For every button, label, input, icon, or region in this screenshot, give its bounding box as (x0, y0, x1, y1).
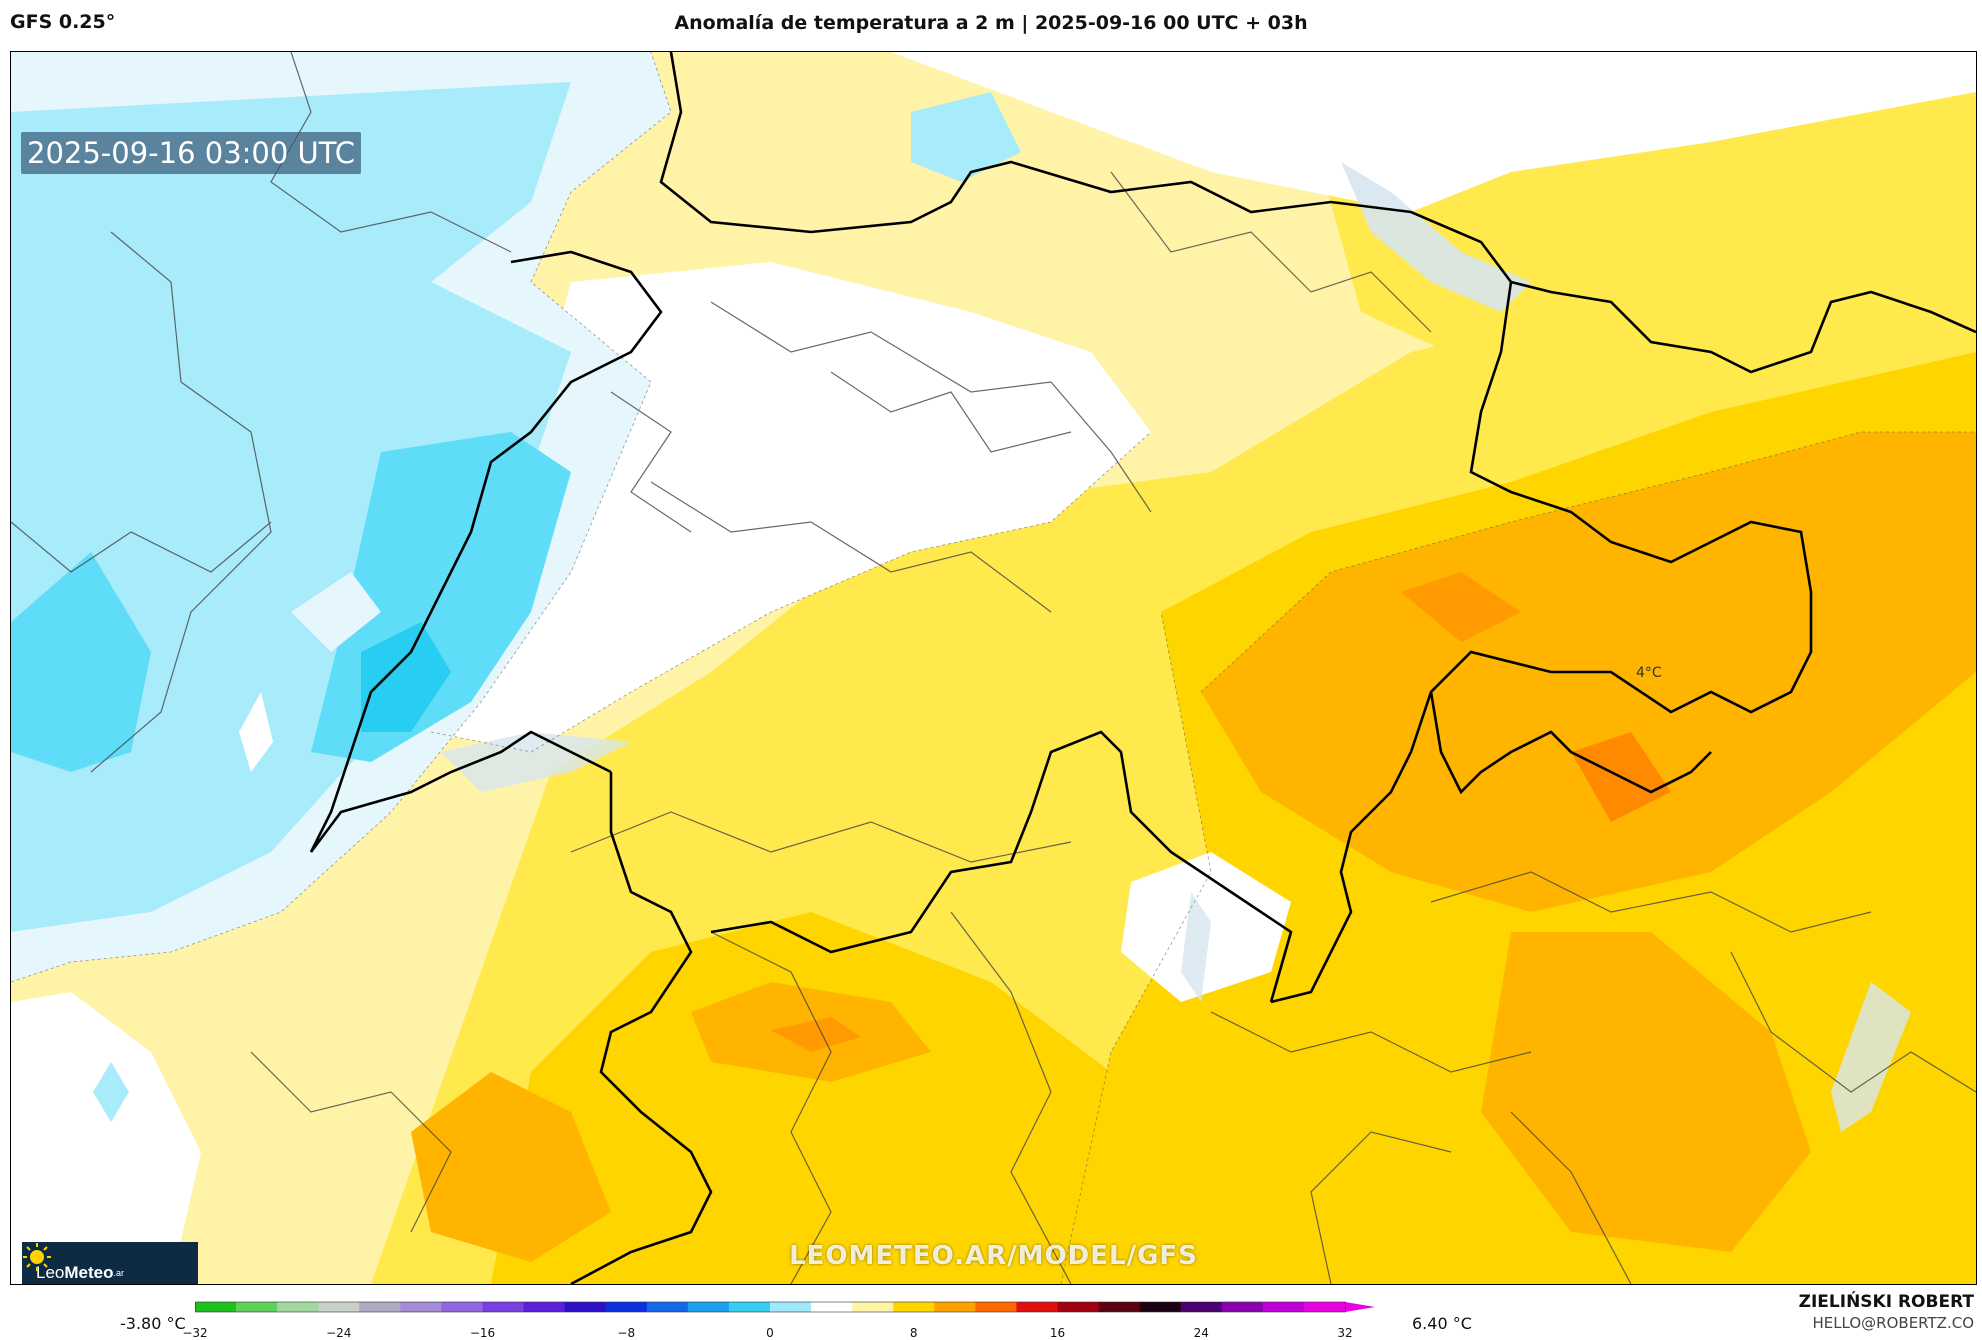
color-scale-tick-label: 32 (1337, 1326, 1353, 1340)
color-scale-segment (1303, 1302, 1346, 1312)
contour-lines (11, 52, 1976, 1284)
color-scale-segment (523, 1302, 566, 1312)
color-scale-segment (195, 1302, 237, 1312)
map-title: Anomalía de temperatura a 2 m | 2025-09-… (674, 12, 1308, 34)
color-scale-tick-label: −16 (469, 1326, 496, 1340)
dark-orange-spot (1401, 572, 1521, 642)
color-scale-tick-label: −8 (617, 1326, 636, 1340)
author-email[interactable]: HELLO@ROBERTZ.CO (1812, 1314, 1974, 1332)
color-scale-segment (277, 1302, 319, 1312)
lake-south (1181, 892, 1211, 1002)
logo-text-bold: Meteo (64, 1262, 114, 1282)
author-name: ZIELIŃSKI ROBERT (1798, 1292, 1974, 1312)
lake (1341, 162, 1531, 312)
legend-min-value: -3.80 °C (120, 1314, 186, 1333)
color-scale-tick-label: −24 (326, 1326, 352, 1340)
anomaly-map: 4°C (11, 52, 1976, 1284)
color-scale-segment (646, 1302, 689, 1312)
orange-anomaly-core-southeast (1481, 932, 1811, 1252)
color-scale-segment (770, 1302, 812, 1312)
color-scale-segment (400, 1302, 443, 1312)
color-scale-tick-label: −32 (182, 1326, 208, 1340)
orange-anomaly-core-southwest (411, 1072, 611, 1262)
color-scale-bar (195, 1301, 1375, 1313)
color-scale-segment (441, 1302, 484, 1312)
coldest-anomaly-spot (361, 622, 451, 732)
near-zero-patch (291, 572, 381, 652)
color-scale-segment (728, 1302, 771, 1312)
gold-anomaly-area-south (491, 912, 1111, 1284)
cold-anomaly-area (11, 82, 571, 932)
color-scale-tick-label: 16 (1049, 1326, 1066, 1340)
color-scale-segment (1180, 1302, 1223, 1312)
leometeo-logo[interactable]: Leo Meteo .ar (22, 1242, 198, 1284)
color-scale-segment (564, 1302, 607, 1312)
model-label: GFS 0.25° (10, 11, 116, 33)
color-scale-segment (1057, 1302, 1100, 1312)
color-scale-tick-label: 8 (909, 1326, 918, 1340)
lake-southeast (1831, 982, 1911, 1132)
near-zero-area-southwest (11, 992, 201, 1284)
author-credit: ZIELIŃSKI ROBERT HELLO@ROBERTZ.CO (1799, 1292, 1974, 1332)
color-scale-segment (811, 1302, 853, 1312)
legend-max-value: 6.40 °C (1412, 1314, 1472, 1333)
color-scale-segment (1221, 1302, 1264, 1312)
color-scale-segment (1262, 1302, 1305, 1312)
logo-suffix: .ar (113, 1267, 125, 1278)
color-scale-segment (893, 1302, 935, 1312)
dark-orange-spot-3 (771, 1017, 861, 1052)
colder-anomaly-core-west (11, 552, 151, 772)
near-zero-patch-2 (239, 692, 273, 772)
near-zero-area (431, 52, 1976, 212)
color-scale-segment (1016, 1302, 1059, 1312)
color-scale-segment (1139, 1302, 1182, 1312)
national-borders (309, 52, 1976, 1284)
color-scale-segment (359, 1302, 401, 1312)
color-scale-segment (482, 1302, 525, 1312)
color-scale-tick-label: 0 (766, 1326, 774, 1340)
valid-time-badge: 2025-09-16 03:00 UTC (21, 132, 362, 174)
regional-borders (11, 52, 1976, 1284)
sun-icon (23, 1243, 51, 1271)
color-scale-segment (1098, 1302, 1141, 1312)
lake-west (441, 732, 631, 792)
color-scale-segment (236, 1302, 278, 1312)
cold-spot-south (93, 1062, 129, 1122)
color-scale-segment (975, 1302, 1018, 1312)
logo-text-light: Leo (36, 1262, 65, 1282)
color-scale-tick-label: 24 (1193, 1326, 1209, 1340)
watermark: LEOMETEO.AR/MODEL/GFS (789, 1241, 1198, 1271)
color-scale-extension (1345, 1302, 1375, 1312)
color-scale-segment (605, 1302, 648, 1312)
color-scale-segment (687, 1302, 730, 1312)
map-panel: 4°C 2025-09-16 03:00 UTC Leo Meteo .ar LEO… (10, 51, 1977, 1285)
color-scale-segment (934, 1302, 976, 1312)
color-scale-outline (195, 1301, 1346, 1313)
cold-anomaly-area-north (911, 92, 1021, 182)
color-scale-segment (318, 1302, 360, 1312)
color-scale-segment (852, 1302, 894, 1312)
temperature-point-label: 4°C (1636, 665, 1662, 681)
